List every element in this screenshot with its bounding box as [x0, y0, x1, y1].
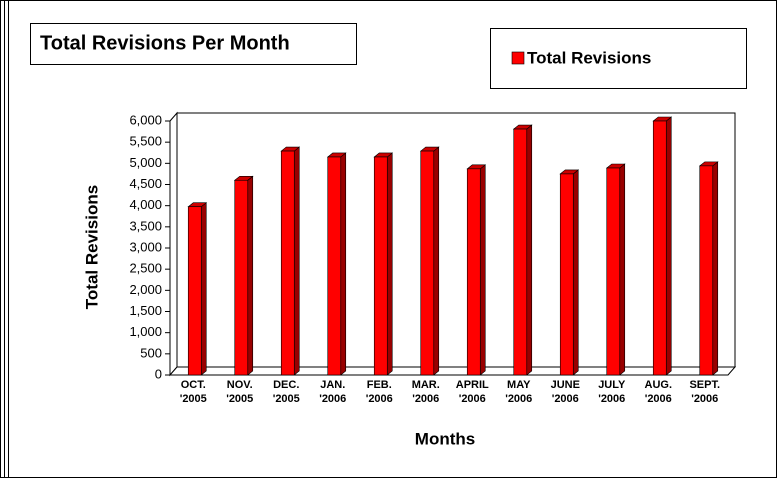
x-tick-label: FEB. '2006	[365, 379, 393, 405]
bar	[373, 156, 388, 376]
bar-side	[386, 152, 393, 376]
floor	[168, 366, 737, 376]
legend-swatch	[511, 51, 525, 65]
bar	[652, 120, 667, 376]
x-tick-label: JULY '2006	[598, 379, 626, 405]
x-tick-label: JAN. '2006	[319, 379, 347, 405]
y-tick-label: 3,500	[129, 218, 162, 233]
y-tick-label: 1,000	[129, 324, 162, 339]
y-tick-label: 3,000	[129, 239, 162, 254]
bar-side	[340, 152, 347, 376]
bar	[234, 179, 249, 376]
bar-side	[200, 202, 207, 376]
bar-side	[526, 124, 533, 376]
side-wall	[169, 111, 178, 377]
y-tick-label: 6,000	[129, 112, 162, 127]
x-tick-label: MAR. '2006	[411, 379, 440, 405]
bar	[699, 165, 714, 376]
bar	[280, 150, 295, 376]
bar-side	[293, 146, 300, 376]
bar	[187, 206, 202, 376]
x-tick-label: OCT. '2005	[179, 379, 207, 405]
bar-side	[479, 164, 486, 376]
x-tick-label: APRIL '2006	[455, 379, 489, 405]
y-tick-label: 1,500	[129, 303, 162, 318]
bar	[420, 150, 435, 376]
bar-side	[665, 116, 672, 376]
bar	[606, 167, 621, 376]
x-axis-title: Months	[415, 429, 475, 448]
bar-side	[433, 146, 440, 376]
y-tick-label: 4,000	[129, 197, 162, 212]
bar-side	[712, 161, 719, 376]
x-tick-label: MAY '2006	[505, 379, 533, 405]
bar	[559, 173, 574, 376]
bar	[466, 168, 481, 376]
bar-side	[572, 169, 579, 376]
y-tick-label: 2,500	[129, 261, 162, 276]
bar-side	[247, 175, 254, 376]
x-tick-label: DEC. '2005	[272, 379, 300, 405]
y-tick-label: 500	[140, 345, 162, 360]
bar-side	[619, 163, 626, 376]
x-tick-label: SEPT. '2006	[689, 379, 721, 405]
bar	[513, 128, 528, 376]
y-tick-label: 4,500	[129, 176, 162, 191]
y-tick-label: 5,500	[129, 134, 162, 149]
chart-title: Total Revisions Per Month	[40, 32, 290, 54]
x-tick-label: AUG. '2006	[644, 379, 673, 405]
x-tick-label: NOV. '2005	[226, 379, 254, 405]
y-axis-title: Total Revisions	[82, 185, 101, 309]
bar	[327, 156, 342, 376]
back-wall	[176, 112, 736, 368]
x-tick-label: JUNE '2006	[550, 379, 580, 405]
title-box	[30, 23, 357, 65]
legend-label: Total Revisions	[527, 48, 651, 67]
y-tick-label: 0	[155, 366, 162, 381]
y-tick-label: 2,000	[129, 282, 162, 297]
y-tick-label: 5,000	[129, 155, 162, 170]
legend-box	[490, 28, 747, 89]
